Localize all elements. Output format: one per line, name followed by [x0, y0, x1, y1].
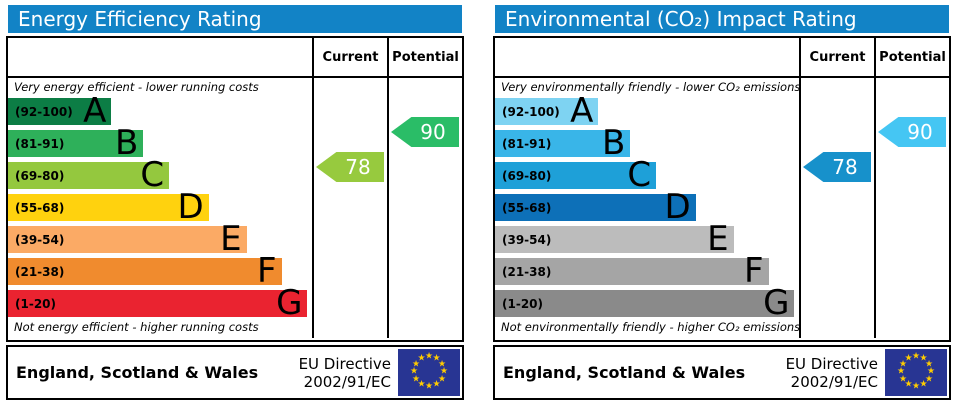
bottom-caption: Not environmentally friendly - higher CO…	[501, 320, 799, 334]
band-e-range: (39-54)	[15, 232, 65, 247]
potential-column: 90	[874, 78, 949, 338]
panel-title: Energy Efficiency Rating	[8, 5, 462, 33]
current-column-header: Current	[312, 38, 387, 76]
potential-rating-value: 90	[420, 120, 446, 144]
band-c-range: (69-80)	[15, 168, 65, 183]
band-d-range: (55-68)	[15, 200, 65, 215]
potential-rating-arrow: 90	[391, 117, 459, 147]
band-b-range: (81-91)	[502, 136, 552, 151]
table-header-row: Current Potential	[495, 38, 949, 78]
band-b-range: (81-91)	[15, 136, 65, 151]
eu-directive-label: EU Directive 2002/91/EC	[299, 355, 391, 391]
current-rating-value: 78	[345, 155, 371, 179]
band-f-range: (21-38)	[15, 264, 65, 279]
bands-column: Very energy efficient - lower running co…	[8, 78, 312, 338]
band-d-letter: D	[664, 187, 691, 227]
potential-column-header: Potential	[387, 38, 462, 76]
current-rating-arrow: 78	[316, 152, 384, 182]
band-a-bar: (92-100) A	[495, 91, 599, 131]
rating-table: Current Potential Very energy efficient …	[6, 36, 464, 342]
band-g-range: (1-20)	[15, 296, 56, 311]
band-g-letter: G	[276, 283, 303, 323]
band-e-bar: (39-54) E	[495, 219, 734, 259]
band-b-bar: (81-91) B	[8, 123, 144, 163]
environmental-impact-panel: Environmental (CO₂) Impact Rating Curren…	[487, 0, 957, 400]
rating-bands: (92-100) A (81-91) B (69-80) C (55-68)	[8, 91, 312, 323]
eu-directive-line2: 2002/91/EC	[790, 372, 878, 391]
eu-directive-line1: EU Directive	[298, 354, 391, 373]
bands-column: Very environmentally friendly - lower CO…	[495, 78, 799, 338]
band-d-bar: (55-68) D	[8, 187, 209, 227]
top-caption: Very energy efficient - lower running co…	[14, 80, 259, 94]
potential-column: 90	[387, 78, 462, 338]
eu-directive-line1: EU Directive	[785, 354, 878, 373]
band-e-bar: (39-54) E	[8, 219, 247, 259]
band-c-letter: C	[627, 155, 652, 195]
panel-title: Environmental (CO₂) Impact Rating	[495, 5, 949, 33]
band-c-range: (69-80)	[502, 168, 552, 183]
panel-footer: England, Scotland & Wales EU Directive 2…	[493, 345, 951, 400]
band-a-range: (92-100)	[15, 104, 73, 119]
current-column: 78	[799, 78, 874, 338]
panel-footer: England, Scotland & Wales EU Directive 2…	[6, 345, 464, 400]
eu-flag-icon: ★ ★ ★ ★ ★ ★ ★ ★ ★ ★ ★ ★	[885, 349, 947, 396]
band-b-letter: B	[114, 123, 139, 163]
band-a-range: (92-100)	[502, 104, 560, 119]
current-rating-value: 78	[832, 155, 858, 179]
current-rating-arrow: 78	[803, 152, 871, 182]
band-f-letter: F	[257, 251, 277, 291]
band-e-range: (39-54)	[502, 232, 552, 247]
energy-efficiency-panel: Energy Efficiency Rating Current Potenti…	[0, 0, 470, 400]
band-d-letter: D	[177, 187, 204, 227]
table-body: Very energy efficient - lower running co…	[8, 78, 462, 338]
top-caption: Very environmentally friendly - lower CO…	[501, 80, 799, 94]
band-f-letter: F	[744, 251, 764, 291]
table-body: Very environmentally friendly - lower CO…	[495, 78, 949, 338]
eu-directive-label: EU Directive 2002/91/EC	[786, 355, 878, 391]
bottom-caption: Not energy efficient - higher running co…	[14, 320, 259, 334]
band-c-bar: (69-80) C	[8, 155, 170, 195]
band-g-bar: (1-20) G	[8, 283, 308, 323]
rating-table: Current Potential Very environmentally f…	[493, 36, 951, 342]
current-column: 78	[312, 78, 387, 338]
band-b-bar: (81-91) B	[495, 123, 631, 163]
eu-directive-line2: 2002/91/EC	[303, 372, 391, 391]
band-a-letter: A	[570, 91, 594, 131]
band-a-bar: (92-100) A	[8, 91, 112, 131]
current-column-header: Current	[799, 38, 874, 76]
header-spacer	[495, 38, 799, 76]
table-header-row: Current Potential	[8, 38, 462, 78]
band-b-letter: B	[601, 123, 626, 163]
eu-flag-icon: ★ ★ ★ ★ ★ ★ ★ ★ ★ ★ ★ ★	[398, 349, 460, 396]
band-g-letter: G	[763, 283, 790, 323]
region-label: England, Scotland & Wales	[503, 363, 746, 382]
band-e-letter: E	[220, 219, 242, 259]
band-g-range: (1-20)	[502, 296, 543, 311]
band-g-bar: (1-20) G	[495, 283, 795, 323]
band-c-letter: C	[140, 155, 165, 195]
rating-bands: (92-100) A (81-91) B (69-80) C (55-68)	[495, 91, 799, 323]
band-a-letter: A	[83, 91, 107, 131]
potential-rating-value: 90	[907, 120, 933, 144]
band-d-bar: (55-68) D	[495, 187, 696, 227]
potential-column-header: Potential	[874, 38, 949, 76]
band-e-letter: E	[707, 219, 729, 259]
band-f-bar: (21-38) F	[8, 251, 282, 291]
potential-rating-arrow: 90	[878, 117, 946, 147]
region-label: England, Scotland & Wales	[16, 363, 259, 382]
band-f-range: (21-38)	[502, 264, 552, 279]
band-d-range: (55-68)	[502, 200, 552, 215]
header-spacer	[8, 38, 312, 76]
band-c-bar: (69-80) C	[495, 155, 657, 195]
band-f-bar: (21-38) F	[495, 251, 769, 291]
